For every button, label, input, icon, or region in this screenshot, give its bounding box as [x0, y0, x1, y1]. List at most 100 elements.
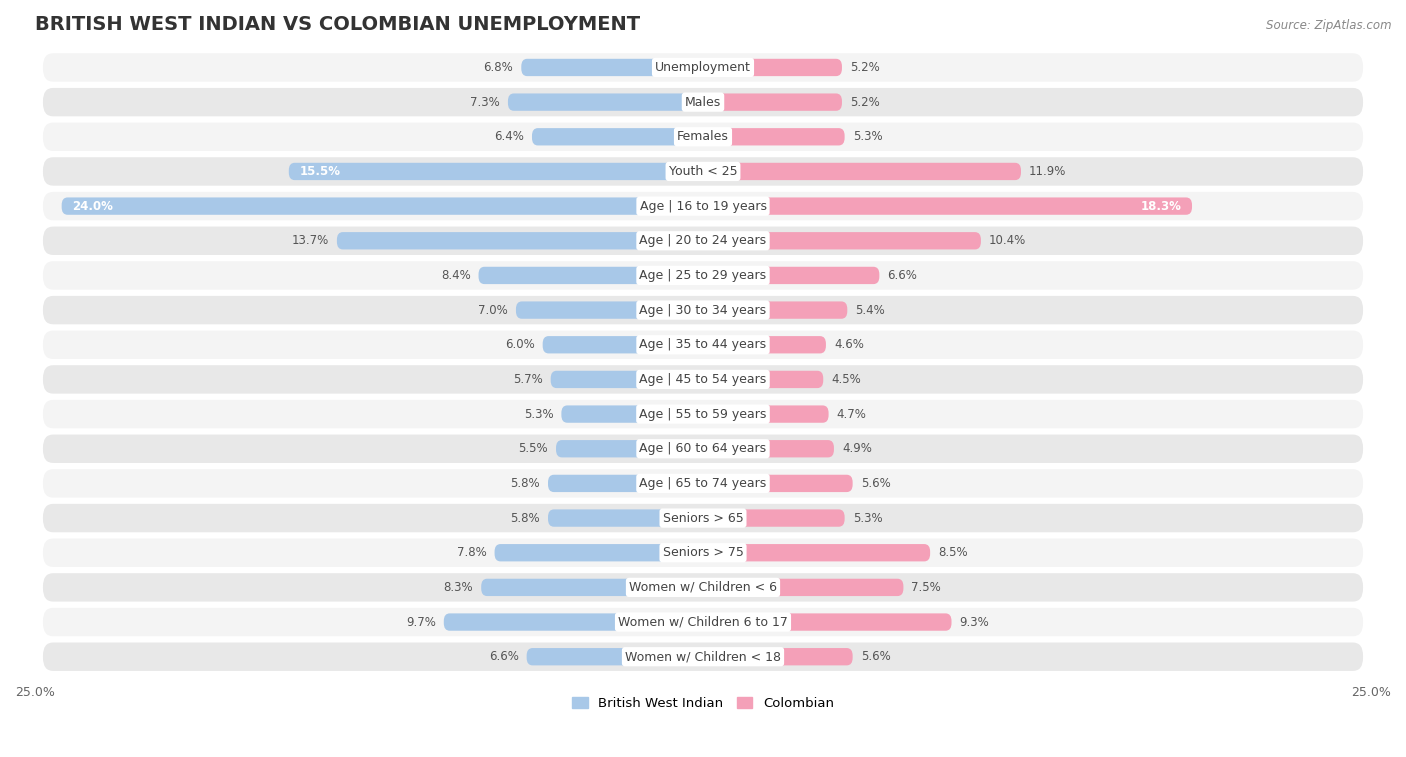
Text: 6.0%: 6.0% — [505, 338, 534, 351]
FancyBboxPatch shape — [703, 475, 852, 492]
Text: Females: Females — [678, 130, 728, 143]
FancyBboxPatch shape — [44, 331, 1362, 359]
FancyBboxPatch shape — [703, 93, 842, 111]
Text: 8.5%: 8.5% — [938, 547, 967, 559]
FancyBboxPatch shape — [478, 266, 703, 284]
FancyBboxPatch shape — [548, 509, 703, 527]
Text: Age | 45 to 54 years: Age | 45 to 54 years — [640, 373, 766, 386]
Text: 13.7%: 13.7% — [291, 234, 329, 248]
FancyBboxPatch shape — [703, 440, 834, 457]
Text: 5.3%: 5.3% — [523, 407, 554, 421]
Text: 5.2%: 5.2% — [851, 95, 880, 108]
FancyBboxPatch shape — [703, 509, 845, 527]
FancyBboxPatch shape — [44, 53, 1362, 82]
FancyBboxPatch shape — [551, 371, 703, 388]
Text: 10.4%: 10.4% — [988, 234, 1026, 248]
Text: 6.4%: 6.4% — [494, 130, 524, 143]
FancyBboxPatch shape — [703, 613, 952, 631]
Legend: British West Indian, Colombian: British West Indian, Colombian — [567, 691, 839, 715]
FancyBboxPatch shape — [703, 406, 828, 422]
Text: 8.4%: 8.4% — [440, 269, 471, 282]
Text: Age | 30 to 34 years: Age | 30 to 34 years — [640, 304, 766, 316]
Text: 5.6%: 5.6% — [860, 650, 890, 663]
FancyBboxPatch shape — [703, 198, 1192, 215]
FancyBboxPatch shape — [44, 504, 1362, 532]
FancyBboxPatch shape — [703, 266, 879, 284]
FancyBboxPatch shape — [531, 128, 703, 145]
Text: 4.5%: 4.5% — [831, 373, 860, 386]
Text: 5.5%: 5.5% — [519, 442, 548, 455]
FancyBboxPatch shape — [44, 400, 1362, 428]
FancyBboxPatch shape — [44, 261, 1362, 290]
Text: 7.8%: 7.8% — [457, 547, 486, 559]
Text: Age | 55 to 59 years: Age | 55 to 59 years — [640, 407, 766, 421]
Text: 6.6%: 6.6% — [489, 650, 519, 663]
Text: 4.9%: 4.9% — [842, 442, 872, 455]
FancyBboxPatch shape — [44, 226, 1362, 255]
FancyBboxPatch shape — [508, 93, 703, 111]
FancyBboxPatch shape — [527, 648, 703, 665]
Text: 9.7%: 9.7% — [406, 615, 436, 628]
FancyBboxPatch shape — [543, 336, 703, 354]
FancyBboxPatch shape — [44, 573, 1362, 602]
FancyBboxPatch shape — [703, 59, 842, 76]
FancyBboxPatch shape — [44, 469, 1362, 497]
Text: 7.5%: 7.5% — [911, 581, 941, 594]
Text: 5.4%: 5.4% — [855, 304, 884, 316]
Text: Age | 65 to 74 years: Age | 65 to 74 years — [640, 477, 766, 490]
FancyBboxPatch shape — [548, 475, 703, 492]
FancyBboxPatch shape — [44, 157, 1362, 185]
Text: Source: ZipAtlas.com: Source: ZipAtlas.com — [1267, 19, 1392, 32]
Text: 5.8%: 5.8% — [510, 477, 540, 490]
FancyBboxPatch shape — [44, 608, 1362, 637]
Text: 7.0%: 7.0% — [478, 304, 508, 316]
FancyBboxPatch shape — [555, 440, 703, 457]
Text: Youth < 25: Youth < 25 — [669, 165, 737, 178]
Text: Women w/ Children 6 to 17: Women w/ Children 6 to 17 — [619, 615, 787, 628]
Text: Males: Males — [685, 95, 721, 108]
Text: Seniors > 75: Seniors > 75 — [662, 547, 744, 559]
Text: Age | 20 to 24 years: Age | 20 to 24 years — [640, 234, 766, 248]
Text: 5.3%: 5.3% — [852, 130, 883, 143]
Text: 4.7%: 4.7% — [837, 407, 866, 421]
FancyBboxPatch shape — [44, 88, 1362, 117]
Text: Age | 60 to 64 years: Age | 60 to 64 years — [640, 442, 766, 455]
FancyBboxPatch shape — [703, 579, 904, 596]
Text: Age | 16 to 19 years: Age | 16 to 19 years — [640, 200, 766, 213]
FancyBboxPatch shape — [44, 296, 1362, 324]
FancyBboxPatch shape — [44, 365, 1362, 394]
Text: 7.3%: 7.3% — [470, 95, 501, 108]
FancyBboxPatch shape — [703, 163, 1021, 180]
Text: Women w/ Children < 6: Women w/ Children < 6 — [628, 581, 778, 594]
FancyBboxPatch shape — [703, 371, 824, 388]
FancyBboxPatch shape — [481, 579, 703, 596]
FancyBboxPatch shape — [444, 613, 703, 631]
Text: 5.8%: 5.8% — [510, 512, 540, 525]
Text: 5.3%: 5.3% — [852, 512, 883, 525]
Text: 11.9%: 11.9% — [1029, 165, 1066, 178]
FancyBboxPatch shape — [62, 198, 703, 215]
FancyBboxPatch shape — [44, 435, 1362, 463]
FancyBboxPatch shape — [703, 648, 852, 665]
FancyBboxPatch shape — [337, 232, 703, 250]
Text: Women w/ Children < 18: Women w/ Children < 18 — [626, 650, 780, 663]
Text: Age | 35 to 44 years: Age | 35 to 44 years — [640, 338, 766, 351]
Text: 5.7%: 5.7% — [513, 373, 543, 386]
Text: 5.2%: 5.2% — [851, 61, 880, 74]
FancyBboxPatch shape — [44, 192, 1362, 220]
FancyBboxPatch shape — [44, 643, 1362, 671]
Text: 15.5%: 15.5% — [299, 165, 340, 178]
Text: BRITISH WEST INDIAN VS COLOMBIAN UNEMPLOYMENT: BRITISH WEST INDIAN VS COLOMBIAN UNEMPLO… — [35, 15, 640, 34]
FancyBboxPatch shape — [561, 406, 703, 422]
FancyBboxPatch shape — [288, 163, 703, 180]
Text: Age | 25 to 29 years: Age | 25 to 29 years — [640, 269, 766, 282]
Text: 24.0%: 24.0% — [72, 200, 114, 213]
FancyBboxPatch shape — [495, 544, 703, 562]
Text: 6.6%: 6.6% — [887, 269, 917, 282]
Text: Seniors > 65: Seniors > 65 — [662, 512, 744, 525]
FancyBboxPatch shape — [516, 301, 703, 319]
FancyBboxPatch shape — [703, 301, 848, 319]
Text: 9.3%: 9.3% — [959, 615, 990, 628]
FancyBboxPatch shape — [703, 544, 931, 562]
FancyBboxPatch shape — [522, 59, 703, 76]
